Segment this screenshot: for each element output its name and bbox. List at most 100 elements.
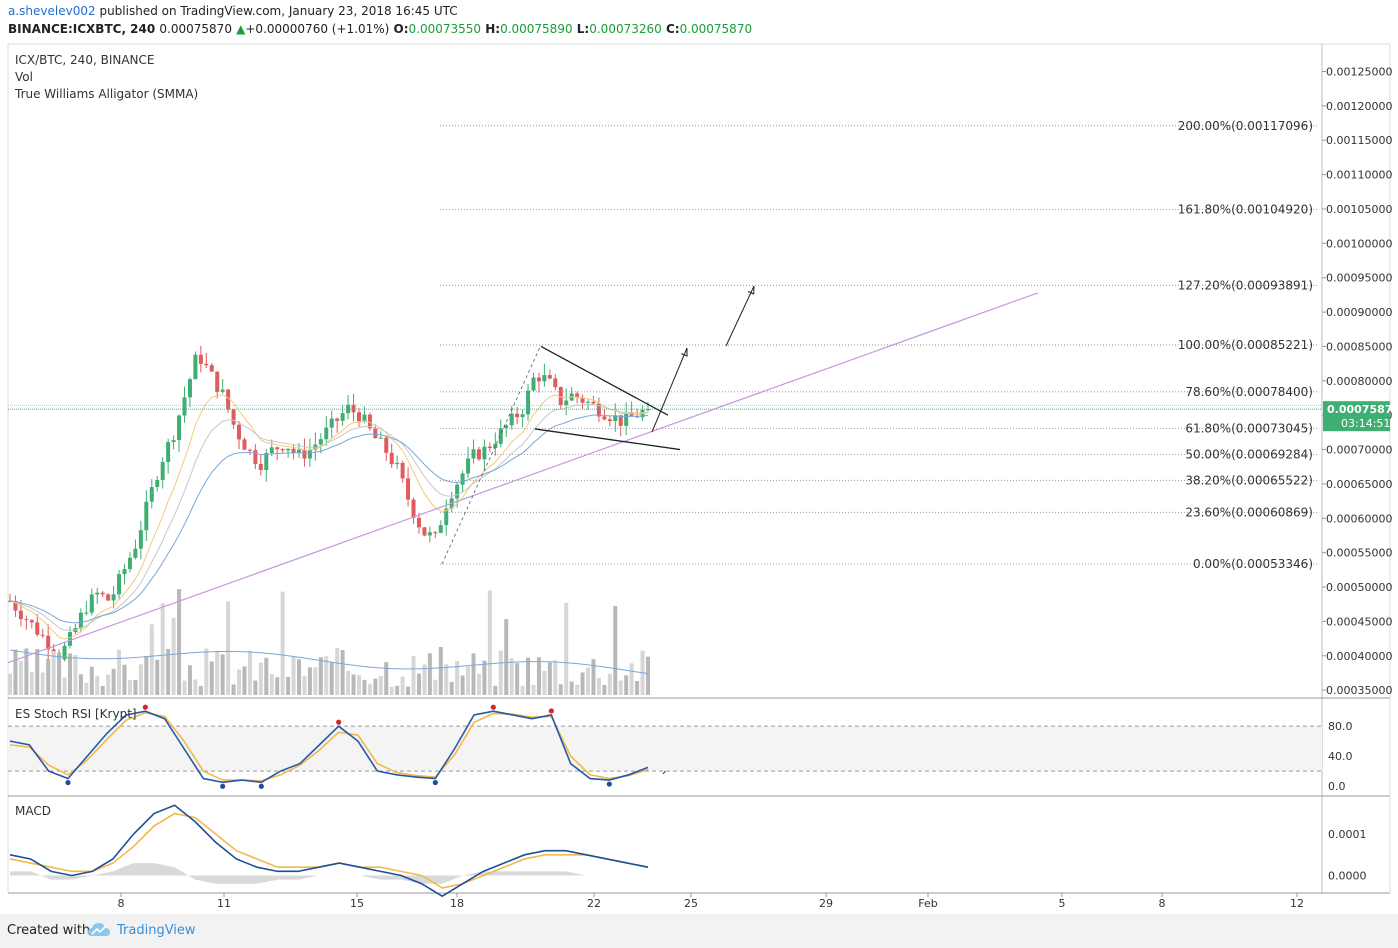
candle-body [509, 413, 514, 426]
volume-bar [536, 657, 541, 695]
candle-body [40, 634, 45, 636]
candle-body [329, 418, 334, 428]
candle-body [536, 377, 541, 382]
volume-bar [406, 686, 411, 695]
stoch-peak-dot [142, 704, 148, 710]
volume-bar [542, 670, 547, 695]
candle-body [471, 449, 476, 459]
legend-alligator: True Williams Alligator (SMMA) [15, 87, 199, 101]
volume-bar [182, 680, 187, 695]
footer-bar: Created with TradingView [0, 914, 1398, 948]
candle-body [433, 532, 438, 534]
candle-body [378, 437, 383, 439]
volume-bar [356, 675, 361, 695]
x-tick-label: 8 [1159, 897, 1166, 910]
volume-bar [362, 679, 367, 695]
macd-histogram [256, 875, 278, 884]
candle-body [542, 375, 547, 382]
author-link[interactable]: a.shevelev002 [8, 4, 96, 18]
candle-body [596, 403, 601, 417]
candle-body [351, 404, 356, 413]
volume-bar [78, 674, 83, 695]
volume-bar [13, 649, 18, 695]
candle-body [586, 401, 591, 403]
volume-bar [586, 667, 591, 695]
candle-body [111, 594, 116, 601]
target-arrow [725, 285, 755, 347]
volume-bar [547, 662, 552, 695]
macd-line [9, 804, 649, 898]
tradingview-logo-icon [88, 923, 110, 936]
close-label: C: [665, 22, 680, 36]
volume-bar [596, 677, 601, 695]
volume-bar [607, 673, 612, 695]
macd-histogram [195, 875, 216, 884]
candle-body [646, 409, 650, 411]
candle-body [515, 413, 520, 418]
candle-body [100, 592, 105, 595]
candle-body [226, 389, 231, 410]
macd-histogram [236, 875, 257, 884]
volume-bar [209, 661, 214, 695]
candle-body [613, 415, 618, 422]
tradingview-link[interactable]: TradingView [117, 923, 196, 938]
volume-bar [57, 652, 62, 695]
y-tick-label: 0.00080000 [1326, 375, 1392, 388]
volume-bar [558, 684, 563, 695]
macd-histogram [174, 867, 196, 880]
volume-bar [127, 680, 132, 695]
volume-bar [67, 653, 72, 695]
volume-bar [449, 681, 454, 695]
volume-bar [198, 685, 203, 695]
candle-body [411, 499, 416, 518]
y-tick-label: 0.00100000 [1326, 237, 1392, 250]
candle-body [455, 484, 460, 499]
x-tick-label: 15 [350, 897, 364, 910]
chart-canvas[interactable]: 0.00125000 0.00120000 0.00115000 0.00110000… [0, 0, 1398, 914]
fib-level-label: 100.00%(0.00085221) [1178, 338, 1313, 352]
volume-bar [204, 648, 209, 695]
volume-bar [438, 647, 443, 695]
legend-stoch: ES Stoch RSI [Krypt] [15, 707, 137, 721]
macd-histogram [154, 863, 175, 876]
volume-bar [51, 651, 56, 695]
volume-bar [613, 606, 618, 695]
candle-body [187, 379, 192, 398]
candle-body [591, 401, 596, 404]
candle-body [258, 463, 263, 471]
legend-main: ICX/BTC, 240, BINANCE [15, 53, 155, 67]
up-arrow-icon: ▲ [236, 22, 246, 36]
volume-bar [367, 683, 372, 695]
symbol-label: BINANCE:ICXBTC, 240 [8, 22, 156, 36]
price-change: +0.00000760 (+1.01%) [245, 22, 390, 36]
candle-body [367, 414, 372, 429]
candle-body [476, 449, 481, 460]
volume-bar [329, 662, 334, 695]
target-arrow-head [747, 285, 755, 295]
candle-body [607, 419, 612, 422]
stoch-tick-label: 80.0 [1328, 720, 1353, 733]
candle-body [133, 548, 138, 558]
stoch-trough-dot [65, 779, 71, 786]
volume-bar [307, 667, 312, 695]
volume-bar [416, 673, 421, 695]
volume-bar [231, 684, 236, 695]
candle-body [547, 375, 552, 379]
breakout-arrow-head [681, 347, 688, 357]
candle-body [171, 440, 176, 443]
candle-body [373, 428, 378, 439]
candle-body [122, 569, 127, 575]
stoch-peak-dot [336, 719, 342, 725]
candle-body [204, 363, 209, 366]
stoch-trough-dot [432, 779, 438, 786]
macd-tick-label: 0.0000 [1328, 869, 1367, 882]
candle-body [84, 612, 89, 614]
candle-body [138, 530, 143, 549]
volume-bar [520, 685, 525, 695]
macd-histogram [71, 875, 93, 880]
open-label: O: [393, 22, 409, 36]
candle-body [400, 462, 405, 479]
candle-body [166, 442, 171, 462]
triangle-lower-line [534, 428, 681, 451]
candle-body [558, 387, 563, 406]
